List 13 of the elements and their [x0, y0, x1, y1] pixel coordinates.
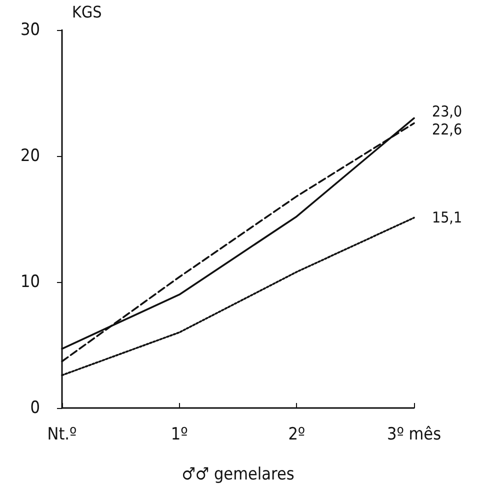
- data-label: 22,6: [432, 120, 462, 139]
- x-tick-label: Nt.º: [47, 424, 77, 444]
- data-label: 15,1: [432, 208, 462, 227]
- y-axis-title: KGS: [72, 2, 102, 22]
- x-tick-label: 2º: [288, 424, 306, 444]
- x-tick-label: 3º mês: [386, 424, 442, 444]
- y-tick-label: 30: [20, 20, 40, 40]
- data-label: 23,0: [432, 102, 462, 121]
- x-tick-label: 1º: [170, 424, 188, 444]
- y-tick-label: 0: [30, 398, 40, 418]
- y-tick-label: 10: [20, 272, 40, 292]
- y-tick-label: 20: [20, 146, 40, 166]
- x-axis-title: ♂♂ gemelares: [182, 464, 294, 484]
